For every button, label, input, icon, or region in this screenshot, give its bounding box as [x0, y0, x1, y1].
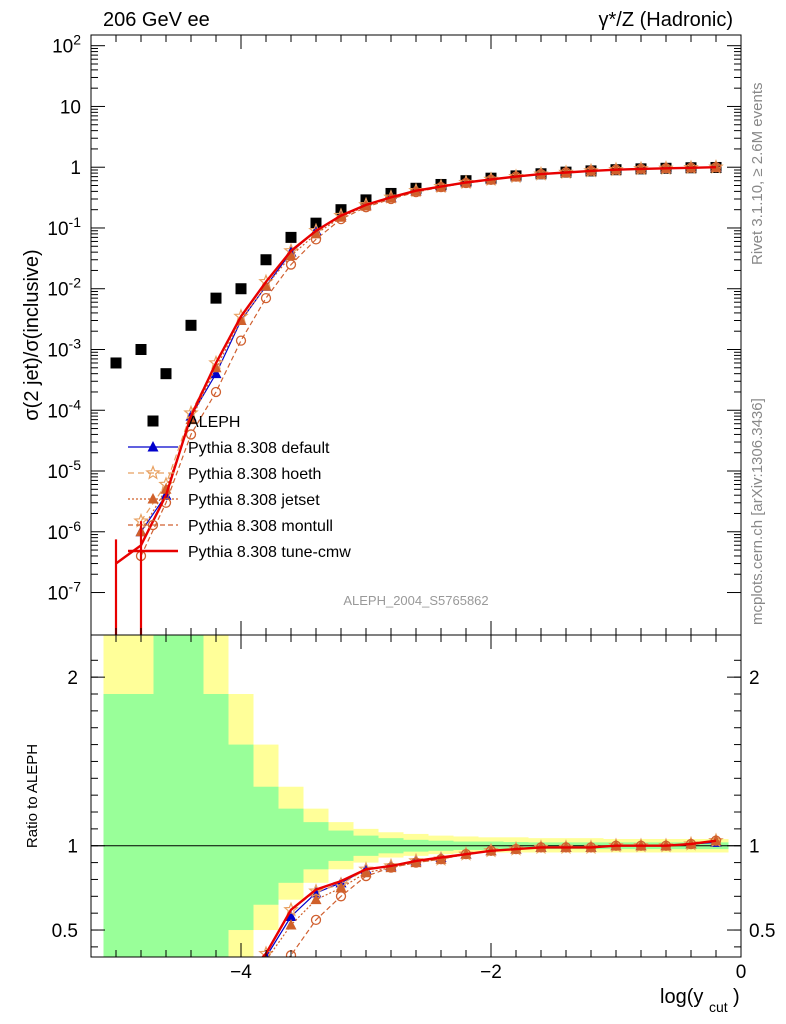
point-montull — [285, 259, 297, 270]
legend-entry-hoeth: Pythia 8.308 hoeth — [128, 464, 321, 483]
green-band-bin — [103, 694, 129, 957]
legend-entry-jetset: Pythia 8.308 jetset — [128, 492, 320, 509]
point-jetset — [710, 161, 722, 172]
ratio-y-axis-label: Ratio to ALEPH — [24, 744, 41, 848]
series-line-tunecmw — [115, 166, 717, 565]
legend-label: ALEPH — [188, 414, 240, 431]
legend-entry-montull: Pythia 8.308 montull — [128, 518, 333, 535]
x-tick-label: −4 — [230, 962, 252, 983]
header-left-title: 206 GeV ee — [103, 9, 210, 31]
point-data — [160, 368, 172, 380]
point-data — [135, 343, 147, 355]
green-band-bin — [178, 635, 204, 957]
point-data — [185, 319, 197, 331]
legend-marker — [147, 493, 159, 504]
legend-marker — [147, 441, 159, 452]
y-tick-label: 1 — [70, 158, 81, 179]
y-tick-label: 10-4 — [47, 396, 81, 422]
ratio-y-tick-label-right: 2 — [749, 668, 760, 689]
ratio-point-default — [310, 886, 322, 898]
ratio-point-montull — [262, 976, 271, 985]
y-tick-label: 10-6 — [47, 518, 81, 544]
legend-label: Pythia 8.308 jetset — [188, 492, 320, 509]
svg-text:): ) — [733, 986, 740, 1008]
green-band-bin — [203, 694, 229, 957]
point-montull — [235, 335, 247, 346]
y-tick-label: 102 — [52, 32, 81, 58]
ratio-y-tick-label-right: 0.5 — [749, 921, 775, 942]
x-tick-label: −2 — [480, 962, 502, 983]
ratio-point-jetset — [335, 881, 347, 893]
legend-label: Pythia 8.308 tune-cmw — [188, 544, 351, 561]
green-band-bin — [128, 694, 154, 957]
green-band-bin — [153, 635, 179, 957]
ratio-y-tick-label: 2 — [67, 668, 78, 689]
x-axis-label: log(y cut ) — [660, 986, 740, 1015]
point-montull — [260, 292, 272, 304]
point-default — [210, 367, 222, 379]
point-jetset — [260, 280, 272, 291]
ratio-point-jetset — [285, 918, 297, 930]
y-tick-label: 10-3 — [47, 335, 81, 361]
axes: 10-7 10-6 10-5 10-4 10-3 10-2 10-1 1 10 102 −4 −2 0 2… — [47, 32, 775, 983]
legend-label: Pythia 8.308 montull — [188, 518, 333, 535]
ratio-plot-series — [237, 832, 724, 994]
ratio-point-jetset — [710, 834, 722, 846]
legend-entry-tunecmw: Pythia 8.308 tune-cmw — [128, 544, 351, 561]
ratio-line-tunecmw — [261, 839, 717, 957]
y-tick-label: 10-5 — [47, 457, 81, 483]
y-tick-label: 10 — [60, 97, 81, 118]
header-right-title: γ*/Z (Hadronic) — [599, 9, 733, 31]
y-tick-label: 10-7 — [47, 579, 81, 605]
point-data — [235, 283, 247, 295]
series-tunecmw — [115, 166, 717, 565]
legend: ALEPH Pythia 8.308 default Pythia 8.308 ho… — [128, 414, 351, 561]
analysis-label: ALEPH_2004_S5765862 — [343, 593, 488, 608]
y-tick-label: 10-1 — [47, 214, 81, 240]
point-data — [285, 231, 297, 243]
ratio-y-tick-label-right: 1 — [749, 837, 760, 858]
point-montull — [310, 234, 322, 245]
ratio-uncertainty-bands — [103, 635, 729, 957]
y-tick-label: 10-2 — [47, 275, 81, 301]
x-tick-label: 0 — [736, 962, 747, 983]
point-montull — [185, 429, 197, 440]
svg-text:log(y: log(y — [660, 986, 703, 1008]
point-jetset — [160, 483, 172, 494]
legend-marker — [145, 464, 161, 480]
legend-entry-data: ALEPH — [147, 414, 240, 431]
mcplots-label: mcplots.cern.ch [arXiv:1306.3436] — [749, 398, 766, 625]
legend-entry-default: Pythia 8.308 default — [128, 440, 330, 457]
ratio-point-default — [285, 910, 297, 922]
ratio-point-montull — [310, 914, 322, 926]
green-band-bin — [228, 744, 254, 931]
point-data — [260, 254, 272, 266]
main-plot-series — [110, 158, 724, 635]
ratio-point-montull — [335, 891, 347, 902]
legend-label: Pythia 8.308 default — [188, 440, 330, 457]
ratio-point-montull — [360, 870, 372, 882]
legend-marker — [147, 519, 159, 531]
legend-marker — [147, 415, 159, 427]
ratio-series-tunecmw — [261, 839, 717, 957]
ratio-point-hoeth — [283, 901, 299, 917]
point-data — [210, 292, 222, 304]
main-y-axis-label: σ(2 jet)/σ(inclusive) — [21, 249, 43, 420]
ratio-y-tick-label: 1 — [67, 837, 78, 858]
point-jetset — [285, 249, 297, 261]
ratio-point-montull — [237, 985, 246, 994]
legend-label: Pythia 8.308 hoeth — [188, 466, 321, 483]
ratio-y-tick-label: 0.5 — [52, 921, 78, 942]
svg-text:cut: cut — [709, 999, 728, 1015]
ratio-point-jetset — [310, 893, 322, 905]
rivet-label: Rivet 3.1.10, ≥ 2.6M events — [749, 83, 766, 266]
point-montull — [210, 386, 222, 398]
point-data — [110, 357, 122, 369]
